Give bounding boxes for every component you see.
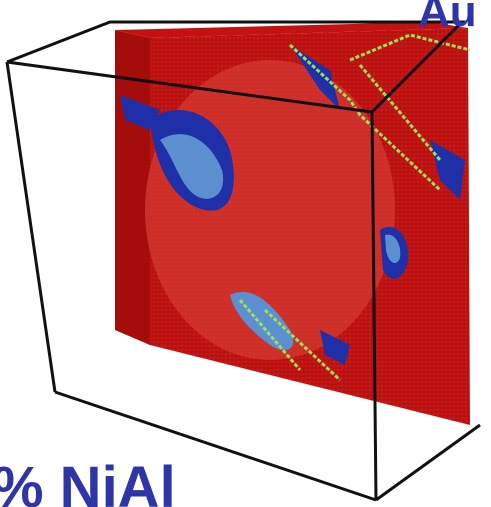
label: Au — [418, 0, 477, 36]
defects — [120, 45, 465, 365]
dislocations — [238, 33, 471, 382]
label: % NiAl — [0, 455, 176, 507]
wireframe — [5, 20, 481, 502]
block-top — [115, 22, 468, 38]
